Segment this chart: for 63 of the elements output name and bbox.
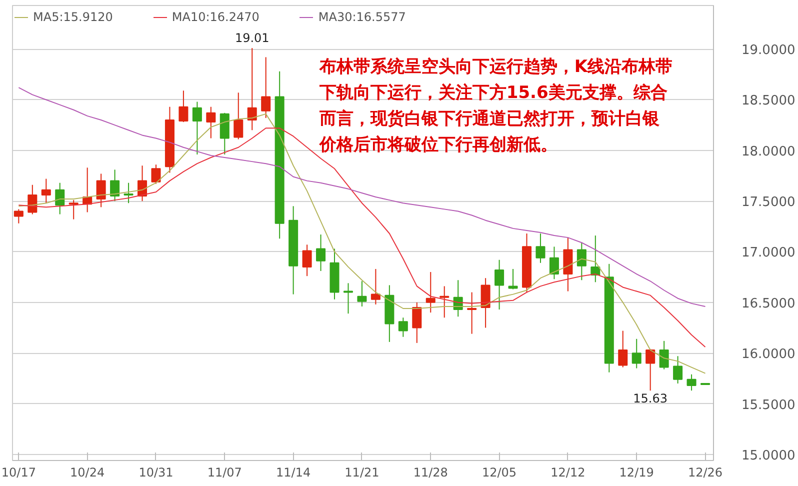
candlestick	[398, 317, 408, 338]
candlestick	[124, 182, 134, 204]
y-tick-label: 15.5000	[742, 398, 796, 413]
candlestick	[659, 340, 669, 370]
annotation: 19.01	[234, 31, 270, 46]
candlestick	[96, 173, 106, 208]
x-tick-label: 12/05	[482, 466, 517, 480]
candlestick	[151, 164, 161, 184]
candlestick	[316, 234, 326, 272]
candlestick	[440, 286, 450, 318]
x-tick-label: 10/31	[138, 466, 174, 480]
candlestick	[55, 182, 65, 215]
legend-label: MA30:16.5577	[318, 10, 406, 24]
y-tick-label: 18.0000	[742, 144, 796, 160]
candlestick	[536, 233, 546, 264]
y-tick-label: 17.5000	[742, 195, 796, 210]
candlestick	[618, 330, 628, 368]
candlestick	[343, 282, 353, 314]
annotation: 布林带系统呈空头向下运行趋势，K线沿布林带下轨向下运行，关注下方15.6美元支撑。综合而言，现货白银下行通道已然打开，预计白银价格后市将破位下行再创新低。	[318, 57, 673, 156]
candlestick	[549, 246, 559, 280]
x-tick-label: 10/24	[70, 466, 105, 480]
candlestick	[480, 278, 490, 328]
candlestick	[576, 242, 586, 281]
y-tick-label: 19.0000	[742, 43, 796, 58]
candlestick	[494, 259, 504, 310]
candlestick	[508, 268, 518, 290]
candlestick	[370, 268, 380, 305]
candlestick	[110, 169, 120, 202]
candlestick	[192, 101, 202, 155]
x-tick-label: 12/26	[688, 466, 723, 480]
y-tick-label: 16.0000	[742, 347, 796, 362]
candlestick	[302, 244, 312, 277]
candlestick	[178, 90, 188, 123]
candlestick	[646, 348, 656, 392]
x-tick-label: 12/12	[550, 466, 586, 480]
x-tick-label: 12/19	[619, 466, 654, 480]
candlestick	[41, 178, 51, 204]
candlestick	[673, 356, 683, 384]
candlestick	[206, 106, 216, 139]
legend-label: MA5:15.9120	[33, 10, 113, 24]
annotation: 15.63	[633, 392, 668, 406]
y-tick-label: 16.5000	[742, 296, 796, 312]
candlestick	[467, 292, 477, 334]
x-tick-label: 11/07	[207, 466, 242, 480]
legend-label: MA10:16.2470	[172, 10, 260, 24]
y-tick-label: 18.5000	[742, 94, 796, 109]
y-tick-label: 15.0000	[742, 448, 796, 464]
candlestick	[426, 272, 436, 314]
candlestick	[357, 280, 367, 307]
candlestick	[686, 374, 696, 392]
candlestick	[632, 338, 642, 369]
candlestick	[412, 302, 422, 344]
candlestick	[68, 200, 78, 220]
x-tick-label: 10/17	[1, 466, 36, 480]
x-tick-label: 11/14	[276, 466, 311, 480]
candlestick	[14, 208, 24, 224]
candlestick	[261, 56, 271, 118]
line-series	[18, 128, 706, 348]
y-tick-label: 17.0000	[742, 246, 796, 261]
candlestick	[234, 92, 244, 140]
candlestick	[247, 48, 257, 131]
x-tick-label: 11/28	[413, 466, 448, 480]
x-tick-label: 11/21	[344, 466, 380, 480]
